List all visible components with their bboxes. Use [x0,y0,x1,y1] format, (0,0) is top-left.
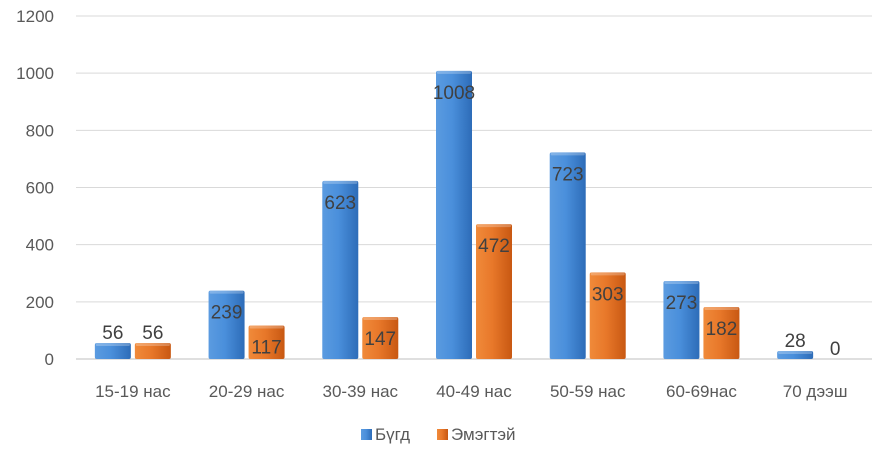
bar-highlight [209,290,244,294]
legend-label: Эмэгтэй [451,425,516,444]
bar-total [94,342,131,359]
x-tick-label: 50-59 нас [550,382,626,401]
gridlines [76,15,872,303]
data-label: 147 [364,329,396,350]
bar-highlight [704,306,739,310]
bar-total [208,290,245,359]
bar-total [549,152,586,359]
x-tick-label: 60-69нас [666,382,737,401]
bar-highlight [778,350,813,354]
data-label: 117 [251,338,281,359]
bar-highlight [550,152,585,156]
y-tick-label: 200 [26,293,54,312]
bar-highlight [95,342,130,346]
y-tick-label: 1000 [16,64,54,83]
y-tick-label: 1200 [16,7,54,26]
legend-label: Бүгд [375,425,410,444]
x-tick-label: 15-19 нас [95,382,171,401]
bar-highlight [323,180,358,184]
x-tick-label: 30-39 нас [323,382,399,401]
bar-female [476,224,512,359]
data-label: 1008 [433,83,475,104]
data-label: 28 [785,331,806,352]
data-label: 56 [102,323,123,344]
bar-total [777,350,814,359]
data-label: 303 [592,284,624,305]
data-label: 239 [211,303,243,324]
legend-swatch [437,429,448,440]
bar-total [436,70,472,359]
legend-swatch [361,429,372,440]
bar-highlight [135,342,170,346]
bars [94,70,814,359]
y-tick-label: 800 [26,121,54,140]
y-tick-label: 0 [45,350,54,369]
bar-highlight [477,224,511,228]
bar-total [322,180,359,359]
data-labels: 56 239 623 1008 723 273 28 56 117 147 472 303 182 0 [102,83,840,360]
bar-female [362,316,399,359]
data-label: 182 [706,319,738,340]
bar-female [134,342,171,359]
bar-highlight [437,70,471,74]
bar-highlight [363,316,398,320]
x-tick-label: 70 дээш [783,382,848,401]
bar-highlight [664,280,699,284]
data-label: 472 [478,236,510,257]
bar-female [589,272,626,359]
x-tick-label: 40-49 нас [436,382,512,401]
y-tick-label: 400 [26,236,54,255]
bar-highlight [249,325,284,329]
bar-female [248,325,285,359]
legend: Бүгд Эмэгтэй [361,425,516,444]
x-tick-label: 20-29 нас [209,382,285,401]
data-label: 623 [324,193,356,214]
data-label: 0 [830,339,841,360]
bar-total [663,280,700,359]
bar-female [703,306,740,359]
y-tick-label: 600 [26,179,54,198]
data-label: 56 [142,323,163,344]
axes: 0 200 400 600 800 1000 1200 15-19 нас 20-29 нас 3… [16,7,872,401]
data-label: 723 [552,164,584,185]
bar-highlight [590,272,625,276]
data-label: 273 [666,293,698,314]
